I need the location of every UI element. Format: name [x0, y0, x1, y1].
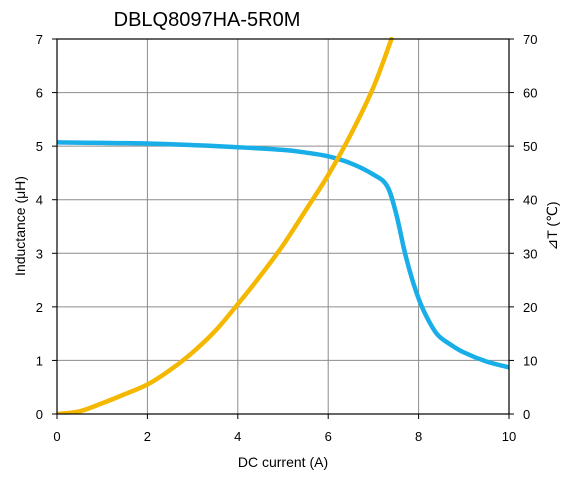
y2-tick-label: 10 [523, 353, 537, 368]
x-tick-label: 10 [502, 429, 516, 444]
y2-tick-label: 60 [523, 86, 537, 101]
y-tick-label: 0 [36, 407, 43, 422]
plot-frame [56, 38, 510, 415]
x-tick-label: 8 [415, 429, 422, 444]
y2-tick-label: 30 [523, 246, 537, 261]
y-tick-label: 7 [36, 32, 43, 47]
y2-tick-label: 40 [523, 193, 537, 208]
x-tick-label: 2 [144, 429, 151, 444]
x-axis-label: DC current (A) [238, 454, 328, 470]
inductance-line [57, 140, 509, 370]
y2-tick-label: 50 [523, 139, 537, 154]
grid [56, 38, 510, 415]
x-tick-label: 6 [325, 429, 332, 444]
axes [52, 38, 514, 419]
x-tick-label: 4 [234, 429, 241, 444]
y2-tick-label: 70 [523, 32, 537, 47]
x-tick-label: 0 [53, 429, 60, 444]
chart-title: DBLQ8097HA-5R0M [114, 9, 301, 31]
temperature-rise-line [57, 37, 394, 414]
series-layer [57, 37, 509, 414]
y-axis-label: Inductance (μH) [12, 176, 28, 276]
y-tick-label: 3 [36, 246, 43, 261]
y-tick-label: 6 [36, 86, 43, 101]
y2-axis-label: ⊿T (℃) [544, 202, 560, 251]
y-tick-label: 5 [36, 139, 43, 154]
y2-tick-label: 0 [523, 407, 530, 422]
y-tick-label: 2 [36, 300, 43, 315]
y-tick-label: 4 [36, 193, 43, 208]
y-tick-label: 1 [36, 353, 43, 368]
y2-tick-label: 20 [523, 300, 537, 315]
